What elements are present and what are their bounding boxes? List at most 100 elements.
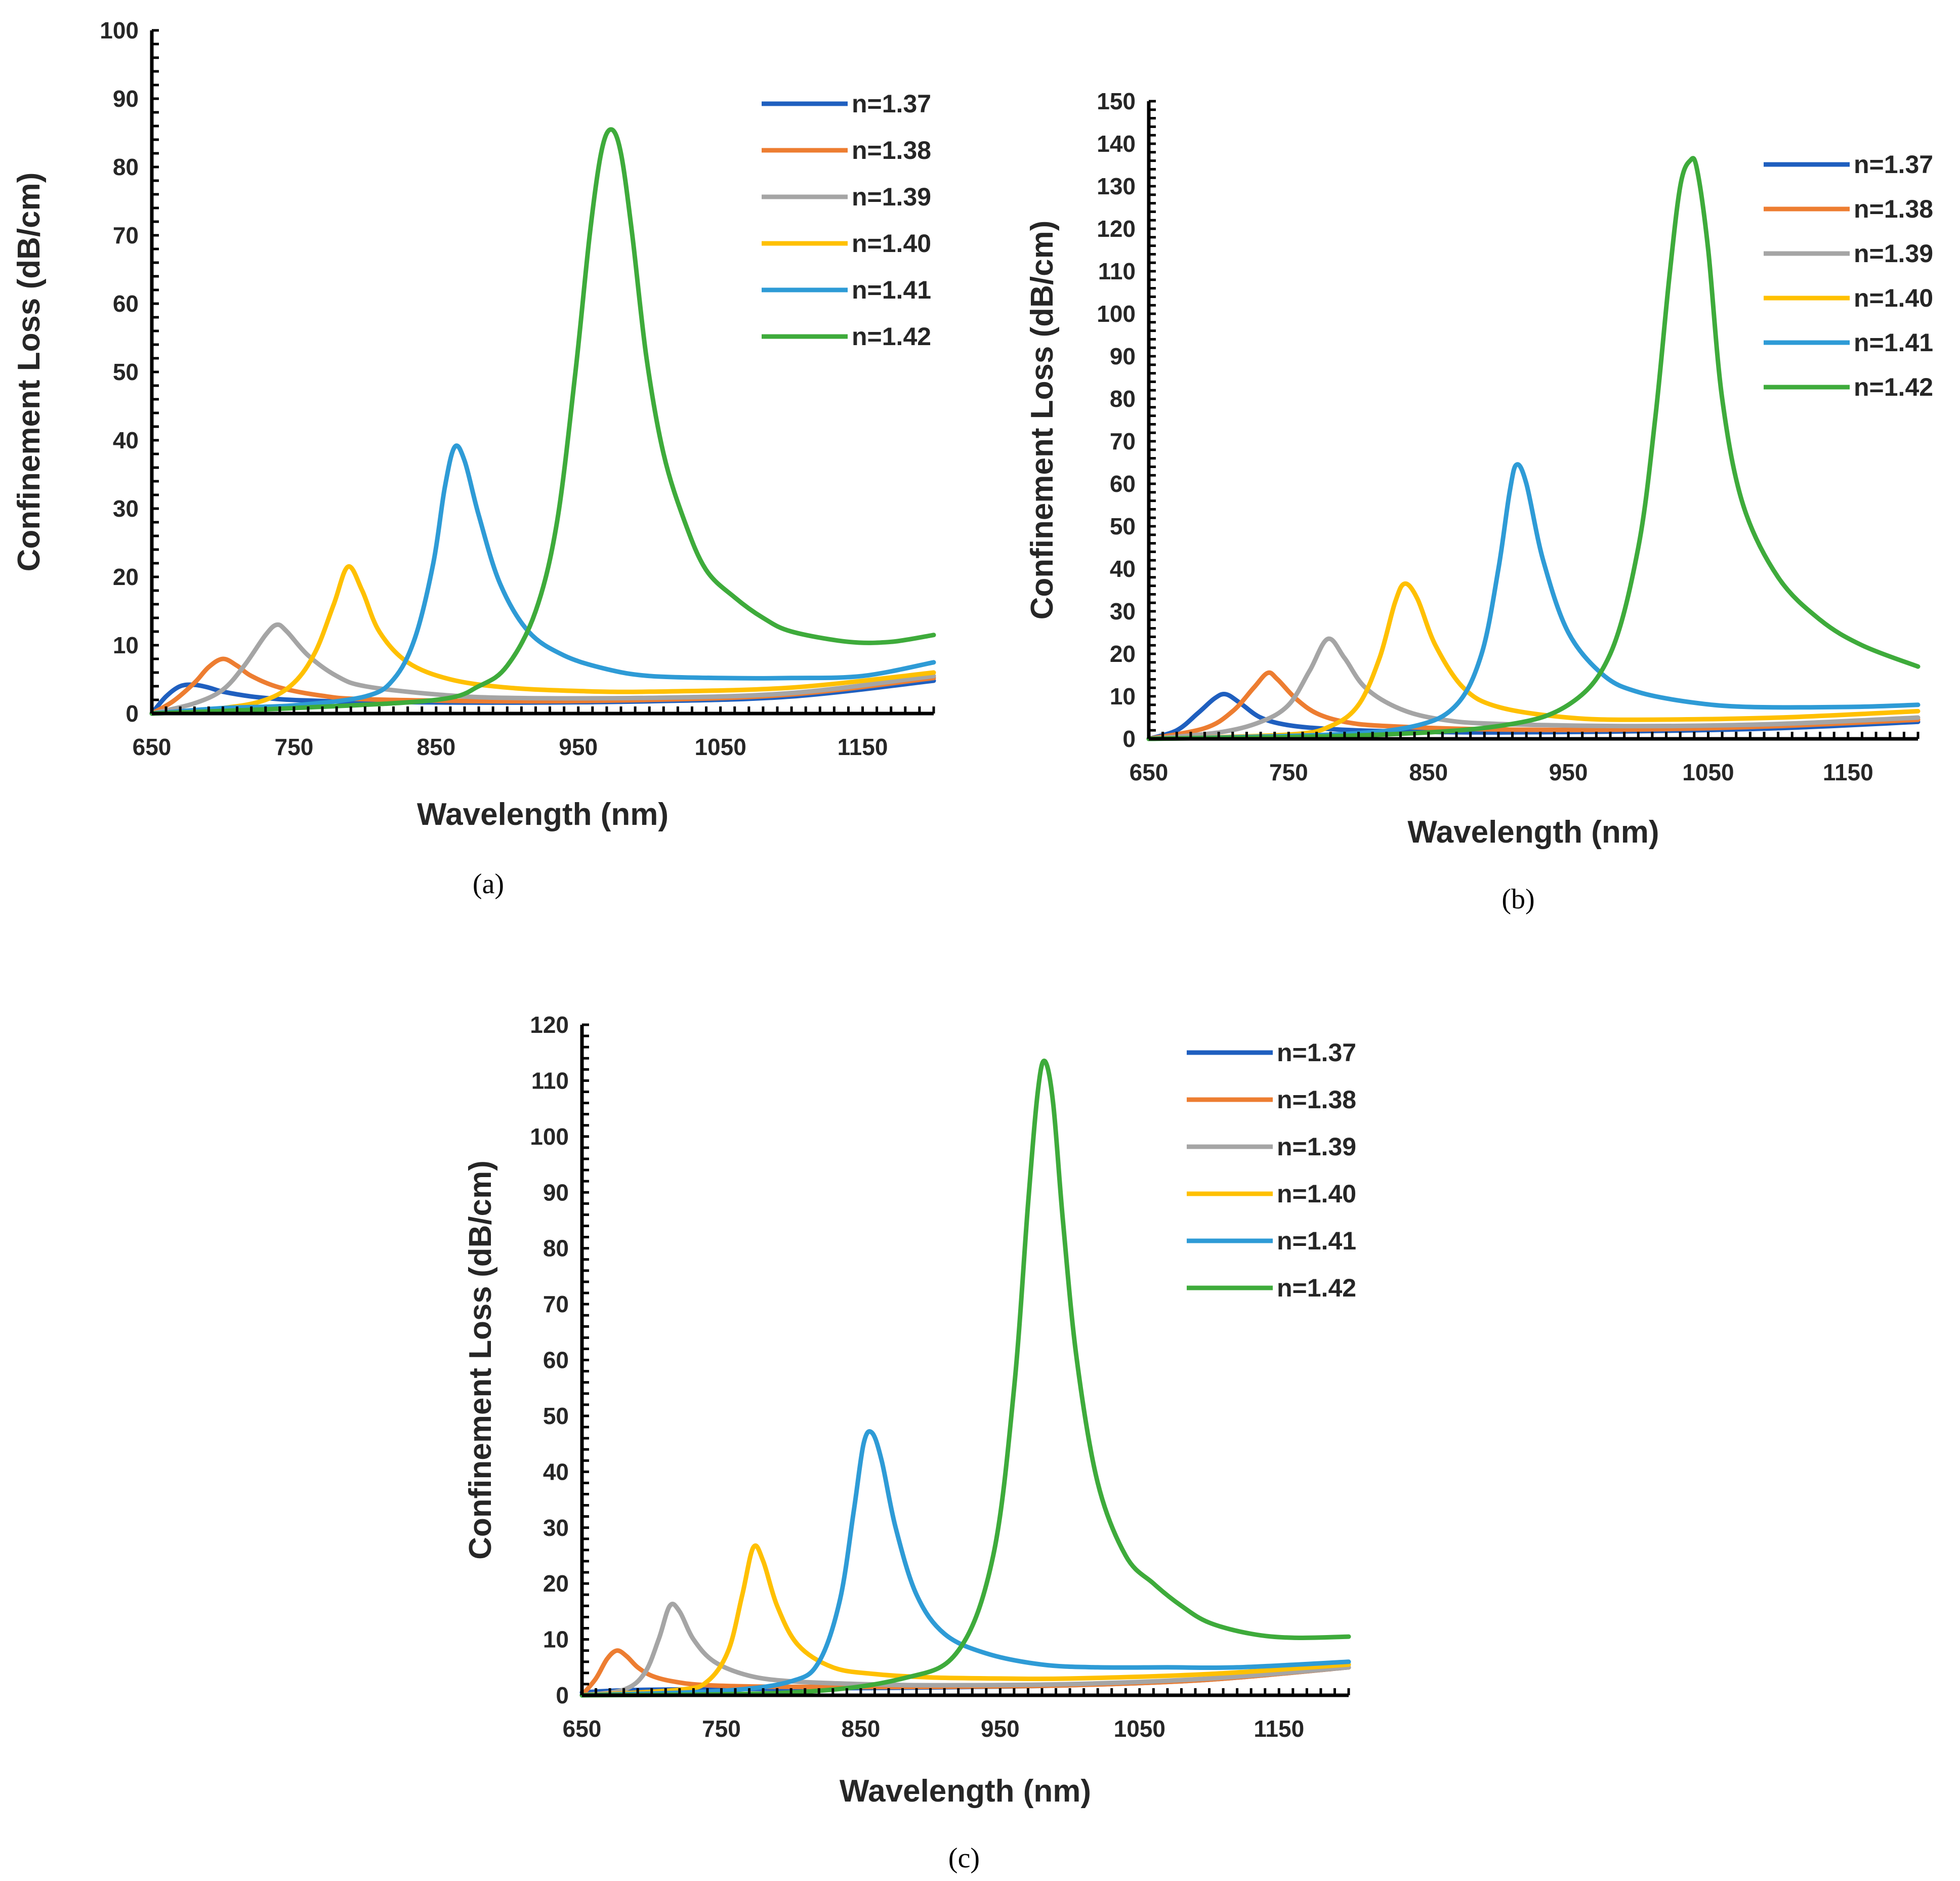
x-tick-label: 950 — [559, 734, 598, 760]
series-line-n138 — [1146, 670, 1921, 741]
y-tick-label: 100 — [1097, 301, 1136, 327]
y-tick-label: 120 — [530, 1012, 569, 1038]
series-line-n140 — [1146, 581, 1921, 741]
y-tick-label: 80 — [543, 1235, 569, 1262]
y-tick-label: 20 — [543, 1570, 569, 1597]
legend-label: n=1.37 — [1277, 1038, 1356, 1067]
y-tick-label: 70 — [113, 222, 139, 248]
y-axis-title: Confinement Loss (dB/cm) — [1025, 221, 1060, 620]
y-axis-title: Confinement Loss (dB/cm) — [463, 1160, 498, 1560]
x-tick-label: 1150 — [1823, 759, 1873, 785]
y-tick-label: 20 — [1110, 641, 1136, 667]
y-tick-label: 60 — [1110, 471, 1136, 497]
y-tick-label: 50 — [113, 359, 139, 385]
legend-label: n=1.42 — [852, 322, 931, 351]
x-tick-label: 1050 — [1682, 759, 1734, 785]
y-tick-label: 10 — [1110, 683, 1136, 709]
subfigure-caption: (a) — [473, 868, 504, 900]
legend-label: n=1.39 — [852, 183, 931, 211]
series-line-n139 — [149, 622, 936, 716]
series-line-n140 — [149, 564, 936, 716]
chart-a: 0 10 20 30 40 50 60 70 80 90 100 650 750 850 950 1050 11… — [12, 17, 936, 900]
legend-label: n=1.42 — [1277, 1274, 1356, 1302]
legend-label: n=1.40 — [1277, 1180, 1356, 1208]
series-group — [149, 127, 936, 716]
y-tick-label: 110 — [531, 1067, 569, 1094]
y-tick-label: 50 — [1110, 513, 1136, 539]
legend-label: n=1.38 — [852, 136, 931, 164]
x-axis-title: Wavelength (nm) — [417, 797, 669, 832]
x-axis-title: Wavelength (nm) — [840, 1774, 1091, 1809]
y-tick-label: 40 — [1110, 556, 1136, 582]
y-tick-label: 70 — [1110, 428, 1136, 454]
legend: n=1.37 n=1.38 n=1.39 n=1.40 n=1.41 n=1.42 — [1187, 1038, 1356, 1302]
y-tick-label: 30 — [1110, 598, 1136, 624]
x-tick-label: 650 — [563, 1716, 602, 1742]
x-tick-label: 1150 — [838, 734, 888, 760]
y-tick-label: 120 — [1097, 216, 1136, 242]
series-group — [1146, 156, 1921, 741]
y-tick-label: 20 — [113, 564, 139, 590]
y-tick-label: 0 — [126, 700, 139, 727]
y-tick-label: 30 — [113, 495, 139, 522]
y-tick-label: 90 — [543, 1179, 569, 1205]
y-tick-label: 30 — [543, 1515, 569, 1541]
y-tick-label: 100 — [100, 17, 139, 44]
y-axis-title: Confinement Loss (dB/cm) — [12, 173, 47, 572]
y-tick-label: 80 — [1110, 386, 1136, 412]
legend-label: n=1.41 — [1277, 1227, 1356, 1255]
legend-label: n=1.38 — [1854, 195, 1933, 223]
x-tick-label: 750 — [702, 1716, 741, 1742]
legend: n=1.37 n=1.38 n=1.39 n=1.40 n=1.41 n=1.42 — [1764, 150, 1933, 401]
series-line-n140 — [579, 1543, 1351, 1698]
chart-b: 0 10 20 30 40 50 60 70 80 90 100 110 120 130 140 150 650… — [1025, 88, 1933, 915]
y-tick-label: 40 — [113, 427, 139, 453]
legend-label: n=1.39 — [1277, 1133, 1356, 1161]
y-tick-label: 100 — [530, 1123, 569, 1150]
y-tick-label: 10 — [543, 1626, 569, 1653]
series-line-n139 — [1146, 636, 1921, 741]
x-tick-label: 650 — [133, 734, 172, 760]
y-tick-label: 60 — [113, 290, 139, 317]
legend-label: n=1.39 — [1854, 239, 1933, 268]
x-tick-label: 1150 — [1254, 1716, 1304, 1742]
legend-label: n=1.40 — [1854, 284, 1933, 312]
y-tick-label: 150 — [1097, 88, 1136, 114]
x-tick-label: 850 — [842, 1716, 881, 1742]
y-tick-label: 80 — [113, 154, 139, 180]
legend-label: n=1.37 — [852, 90, 931, 118]
chart-c: 0 10 20 30 40 50 60 70 80 90 100 110 120 650 750 850 950… — [463, 1012, 1356, 1874]
y-tick-label: 70 — [543, 1291, 569, 1317]
x-tick-label: 950 — [1549, 759, 1588, 785]
legend: n=1.37 n=1.38 n=1.39 n=1.40 n=1.41 n=1.42 — [762, 90, 931, 351]
legend-label: n=1.40 — [852, 229, 931, 258]
x-tick-label: 950 — [981, 1716, 1020, 1742]
x-tick-label: 850 — [416, 734, 455, 760]
y-tick-label: 130 — [1097, 173, 1136, 199]
y-tick-label: 140 — [1097, 131, 1136, 157]
x-tick-label: 650 — [1130, 759, 1169, 785]
x-tick-label: 750 — [275, 734, 314, 760]
y-tick-label: 90 — [1110, 343, 1136, 369]
x-tick-label: 1050 — [1114, 1716, 1165, 1742]
x-tick-label: 1050 — [694, 734, 746, 760]
y-tick-label: 10 — [113, 632, 139, 658]
y-tick-label: 0 — [1122, 726, 1136, 752]
legend-label: n=1.41 — [1854, 328, 1933, 357]
y-tick-label: 60 — [543, 1347, 569, 1373]
series-line-n142 — [1146, 156, 1921, 741]
legend-label: n=1.38 — [1277, 1085, 1356, 1114]
series-line-n142 — [149, 127, 936, 716]
subfigure-caption: (c) — [948, 1843, 980, 1874]
series-line-n141 — [579, 1429, 1351, 1698]
y-tick-label: 40 — [543, 1458, 569, 1485]
series-line-n141 — [1146, 462, 1921, 741]
series-line-n141 — [149, 443, 936, 716]
series-line-n142 — [579, 1058, 1351, 1698]
y-tick-label: 90 — [113, 86, 139, 112]
series-line-n139 — [579, 1602, 1351, 1698]
y-tick-label: 110 — [1098, 258, 1136, 284]
subfigure-caption: (b) — [1502, 884, 1534, 915]
x-tick-label: 750 — [1269, 759, 1308, 785]
